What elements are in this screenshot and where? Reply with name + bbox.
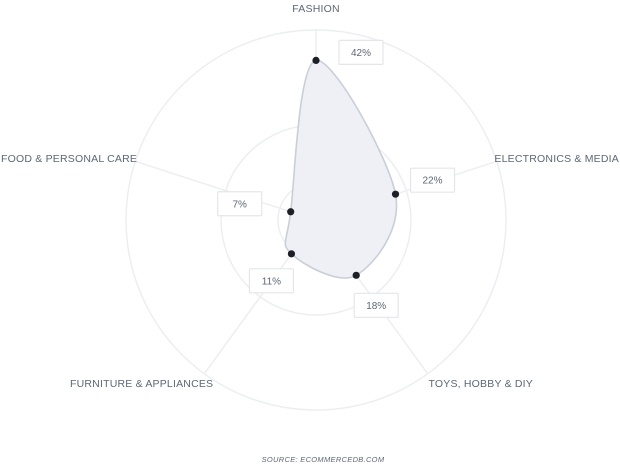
category-labels: FASHION ELECTRONICS & MEDIA TOYS, HOBBY & …: [1, 3, 619, 390]
category-label-4: FURNITURE & APPLIANCES: [70, 378, 213, 390]
data-point-1[interactable]: [312, 56, 320, 64]
grid-spoke: [135, 160, 317, 221]
value-label-box: [353, 292, 399, 318]
radar-points: [287, 56, 400, 279]
value-label-text: 11%: [262, 276, 281, 287]
value-labels: 42% 22% 18% 11% 7%: [217, 39, 456, 318]
data-point-3[interactable]: [352, 271, 360, 279]
category-label-1: FASHION: [292, 3, 340, 15]
value-label-5: 7%: [217, 191, 263, 217]
value-label-box: [248, 268, 295, 294]
value-label-4: 11%: [248, 268, 295, 294]
data-point-5[interactable]: [287, 208, 295, 216]
data-area: [284, 59, 398, 279]
value-label-3: 18%: [353, 292, 399, 318]
data-point-2[interactable]: [391, 190, 400, 198]
value-label-box: [338, 39, 384, 66]
source-note: SOURCE: ECOMMERCEDB.COM: [262, 455, 385, 464]
category-label-3: TOYS, HOBBY & DIY: [428, 378, 533, 390]
value-label-box: [409, 167, 456, 193]
data-point-4[interactable]: [287, 250, 296, 258]
value-label-box: [217, 191, 263, 217]
value-label-1: 42%: [338, 39, 384, 66]
radar-shape: [284, 59, 398, 279]
value-label-text: 42%: [351, 48, 371, 59]
category-label-5: FOOD & PERSONAL CARE: [1, 153, 137, 165]
value-label-text: 7%: [232, 199, 247, 210]
value-label-2: 22%: [409, 167, 456, 193]
value-label-text: 22%: [423, 176, 443, 187]
value-label-text: 18%: [366, 301, 386, 312]
category-label-2: ELECTRONICS & MEDIA: [494, 153, 619, 165]
